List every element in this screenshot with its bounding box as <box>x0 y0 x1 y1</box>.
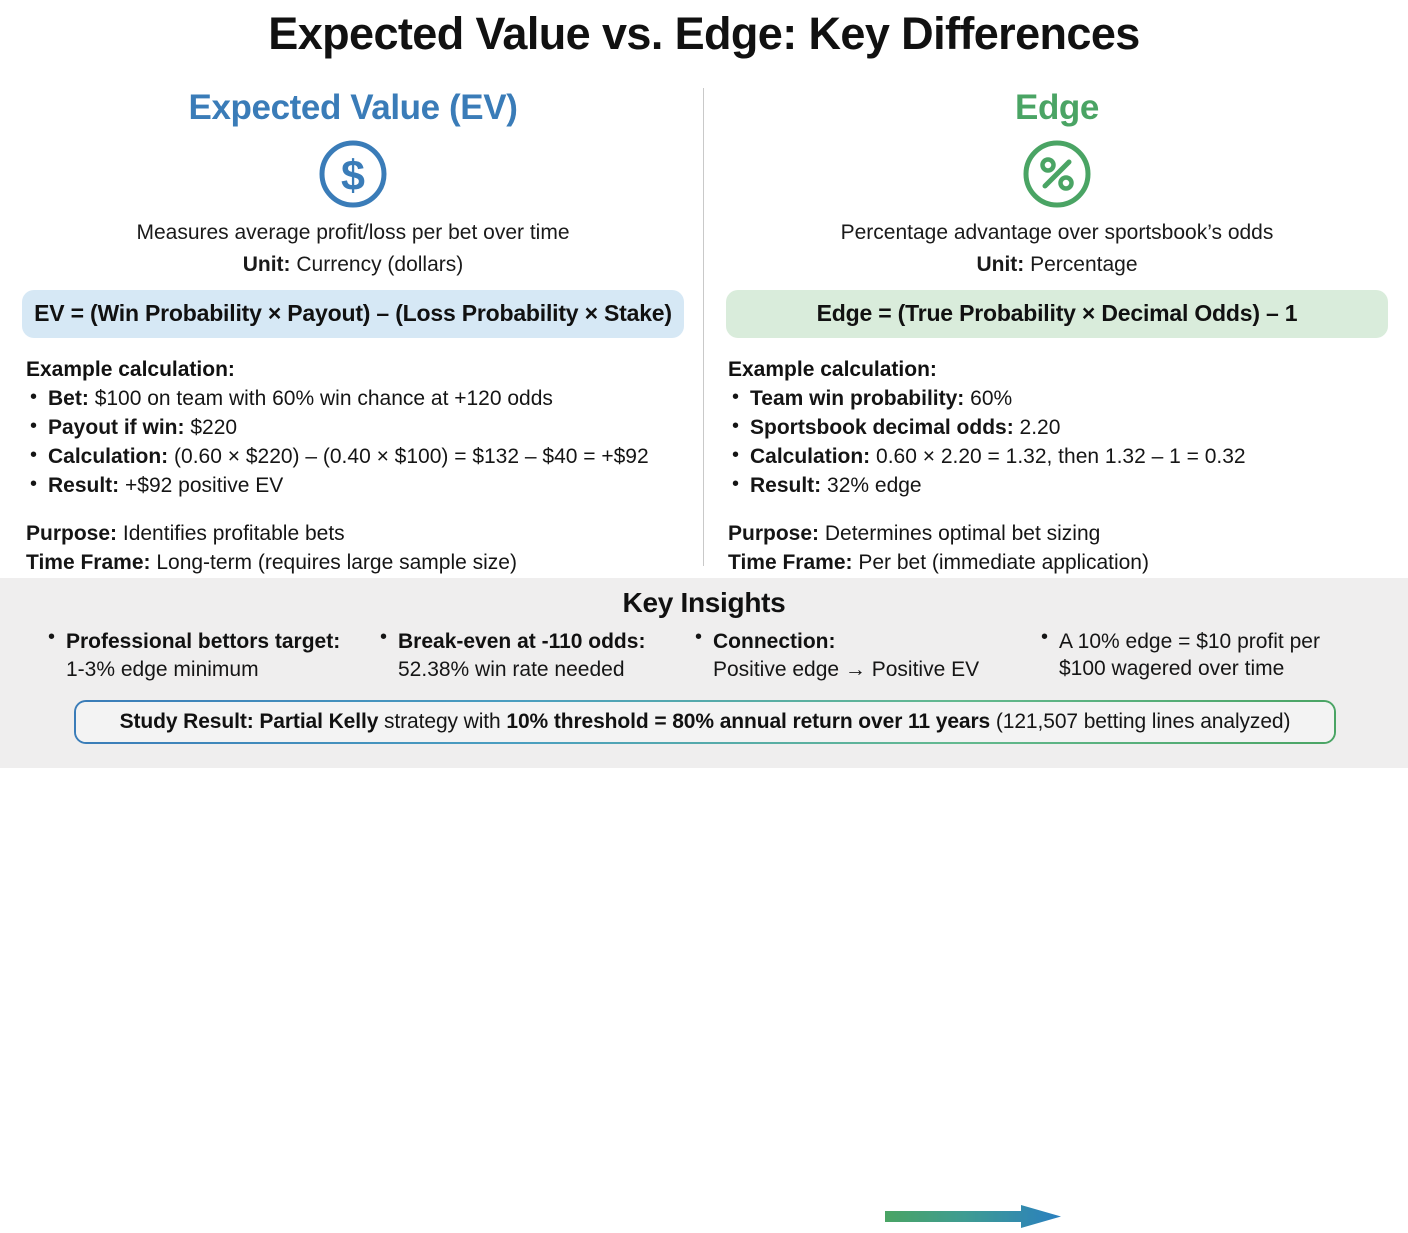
key-insights-title: Key Insights <box>622 587 786 618</box>
study-result-box: Study Result: Partial Kelly strategy wit… <box>74 700 1336 744</box>
edge-example-block: Example calculation: Team win probabilit… <box>712 356 1402 577</box>
bullet-label: Calculation: <box>750 445 871 468</box>
insight-item-professional-bettors: Professional bettors target: 1-3% edge m… <box>42 626 362 684</box>
insight-value-line1: A 10% edge = $10 profit per <box>1059 630 1320 653</box>
study-prefix: Study Result: Partial Kelly <box>119 710 379 733</box>
edge-unit-label: Unit: <box>976 253 1025 276</box>
insight-value: Positive edge → Positive EV <box>713 658 980 681</box>
edge-example-heading: Example calculation: <box>728 358 937 381</box>
edge-bullet-list: Team win probability: 60% Sportsbook dec… <box>728 383 1402 500</box>
study-mid: strategy with <box>378 710 507 733</box>
edge-timeframe-label: Time Frame: <box>728 551 853 574</box>
insight-label: Professional bettors target: <box>66 630 341 653</box>
edge-purpose: Purpose: Determines optimal bet sizing <box>728 519 1402 548</box>
right-arrow-gradient-icon <box>885 1205 1061 1228</box>
insight-item-break-even: Break-even at -110 odds: 52.38% win rate… <box>374 626 679 684</box>
bullet-label: Payout if win: <box>48 416 185 439</box>
list-item: Result: +$92 positive EV <box>26 470 698 500</box>
bullet-value: 2.20 <box>1019 416 1061 439</box>
insight-item-edge-profit: A 10% edge = $10 profit per $100 wagered… <box>1035 626 1365 682</box>
list-item: Sportsbook decimal odds: 2.20 <box>728 412 1402 442</box>
svg-text:$: $ <box>341 152 365 200</box>
edge-unit: Unit: Percentage <box>712 250 1402 280</box>
edge-purpose-value: Determines optimal bet sizing <box>824 522 1101 545</box>
bullet-label: Team win probability: <box>750 387 965 410</box>
column-heading-edge: Edge <box>1015 88 1099 127</box>
bullet-value: (0.60 × $220) – (0.40 × $100) = $132 – $… <box>174 445 649 468</box>
bullet-value: 32% edge <box>827 474 922 497</box>
edge-description: Percentage advantage over sportsbook’s o… <box>840 221 1274 244</box>
bullet-value: $220 <box>190 416 238 439</box>
ev-unit-value: Currency (dollars) <box>296 253 464 276</box>
ev-unit-label: Unit: <box>242 253 291 276</box>
dollar-circle-icon: $ <box>8 138 698 210</box>
bullet-label: Sportsbook decimal odds: <box>750 416 1014 439</box>
infographic-root: Expected Value vs. Edge: Key Differences… <box>0 0 1408 768</box>
list-item: Result: 32% edge <box>728 470 1402 500</box>
bullet-label: Result: <box>750 474 822 497</box>
ev-unit: Unit: Currency (dollars) <box>8 250 698 280</box>
study-result-text: Study Result: Partial Kelly strategy wit… <box>76 702 1334 742</box>
bullet-label: Calculation: <box>48 445 169 468</box>
edge-unit-value: Percentage <box>1030 253 1138 276</box>
bullet-value: +$92 positive EV <box>125 474 284 497</box>
list-item: Calculation: 0.60 × 2.20 = 1.32, then 1.… <box>728 441 1402 471</box>
ev-meta: Purpose: Identifies profitable bets Time… <box>26 519 698 577</box>
list-item: Team win probability: 60% <box>728 383 1402 413</box>
ev-timeframe-value: Long-term (requires large sample size) <box>156 551 517 574</box>
list-item: Calculation: (0.60 × $220) – (0.40 × $10… <box>26 441 698 471</box>
insight-value: 1-3% edge minimum <box>66 658 259 681</box>
ev-purpose-label: Purpose: <box>26 522 118 545</box>
column-heading-ev: Expected Value (EV) <box>188 88 518 127</box>
column-edge: Edge Percentage advantage over sportsboo… <box>712 84 1402 577</box>
edge-formula: Edge = (True Probability × Decimal Odds)… <box>726 290 1388 338</box>
insight-value: 52.38% win rate needed <box>398 658 625 681</box>
bullet-label: Result: <box>48 474 120 497</box>
bullet-value: 0.60 × 2.20 = 1.32, then 1.32 – 1 = 0.32 <box>876 445 1246 468</box>
ev-example-heading: Example calculation: <box>26 358 235 381</box>
ev-description: Measures average profit/loss per bet ove… <box>136 221 570 244</box>
insight-value-line2: $100 wagered over time <box>1059 657 1285 680</box>
edge-timeframe: Time Frame: Per bet (immediate applicati… <box>728 548 1402 577</box>
insight-item-connection: Connection: Positive edge → Positive EV <box>689 626 1019 684</box>
column-divider <box>703 88 704 566</box>
list-item: Payout if win: $220 <box>26 412 698 442</box>
edge-meta: Purpose: Determines optimal bet sizing T… <box>728 519 1402 577</box>
comparison-columns: Expected Value (EV) $ Measures average p… <box>0 84 1408 578</box>
edge-purpose-label: Purpose: <box>728 522 820 545</box>
ev-purpose-value: Identifies profitable bets <box>122 522 345 545</box>
bullet-label: Bet: <box>48 387 89 410</box>
ev-purpose: Purpose: Identifies profitable bets <box>26 519 698 548</box>
insight-label: Connection: <box>713 630 836 653</box>
study-suffix: (121,507 betting lines analyzed) <box>990 710 1291 733</box>
ev-timeframe: Time Frame: Long-term (requires large sa… <box>26 548 698 577</box>
page-title: Expected Value vs. Edge: Key Differences <box>268 8 1140 59</box>
edge-timeframe-value: Per bet (immediate application) <box>858 551 1149 574</box>
column-expected-value: Expected Value (EV) $ Measures average p… <box>8 84 698 577</box>
insight-label: Break-even at -110 odds: <box>398 630 646 653</box>
list-item: Bet: $100 on team with 60% win chance at… <box>26 383 698 413</box>
ev-formula: EV = (Win Probability × Payout) – (Loss … <box>22 290 684 338</box>
key-insights-grid: Professional bettors target: 1-3% edge m… <box>0 626 1408 684</box>
ev-bullet-list: Bet: $100 on team with 60% win chance at… <box>26 383 698 500</box>
ev-timeframe-label: Time Frame: <box>26 551 151 574</box>
bullet-value: 60% <box>970 387 1013 410</box>
percent-circle-icon <box>712 138 1402 210</box>
bullet-value: $100 on team with 60% win chance at +120… <box>94 387 553 410</box>
study-highlight: 10% threshold = 80% annual return over 1… <box>506 710 991 733</box>
ev-example-block: Example calculation: Bet: $100 on team w… <box>8 356 698 577</box>
